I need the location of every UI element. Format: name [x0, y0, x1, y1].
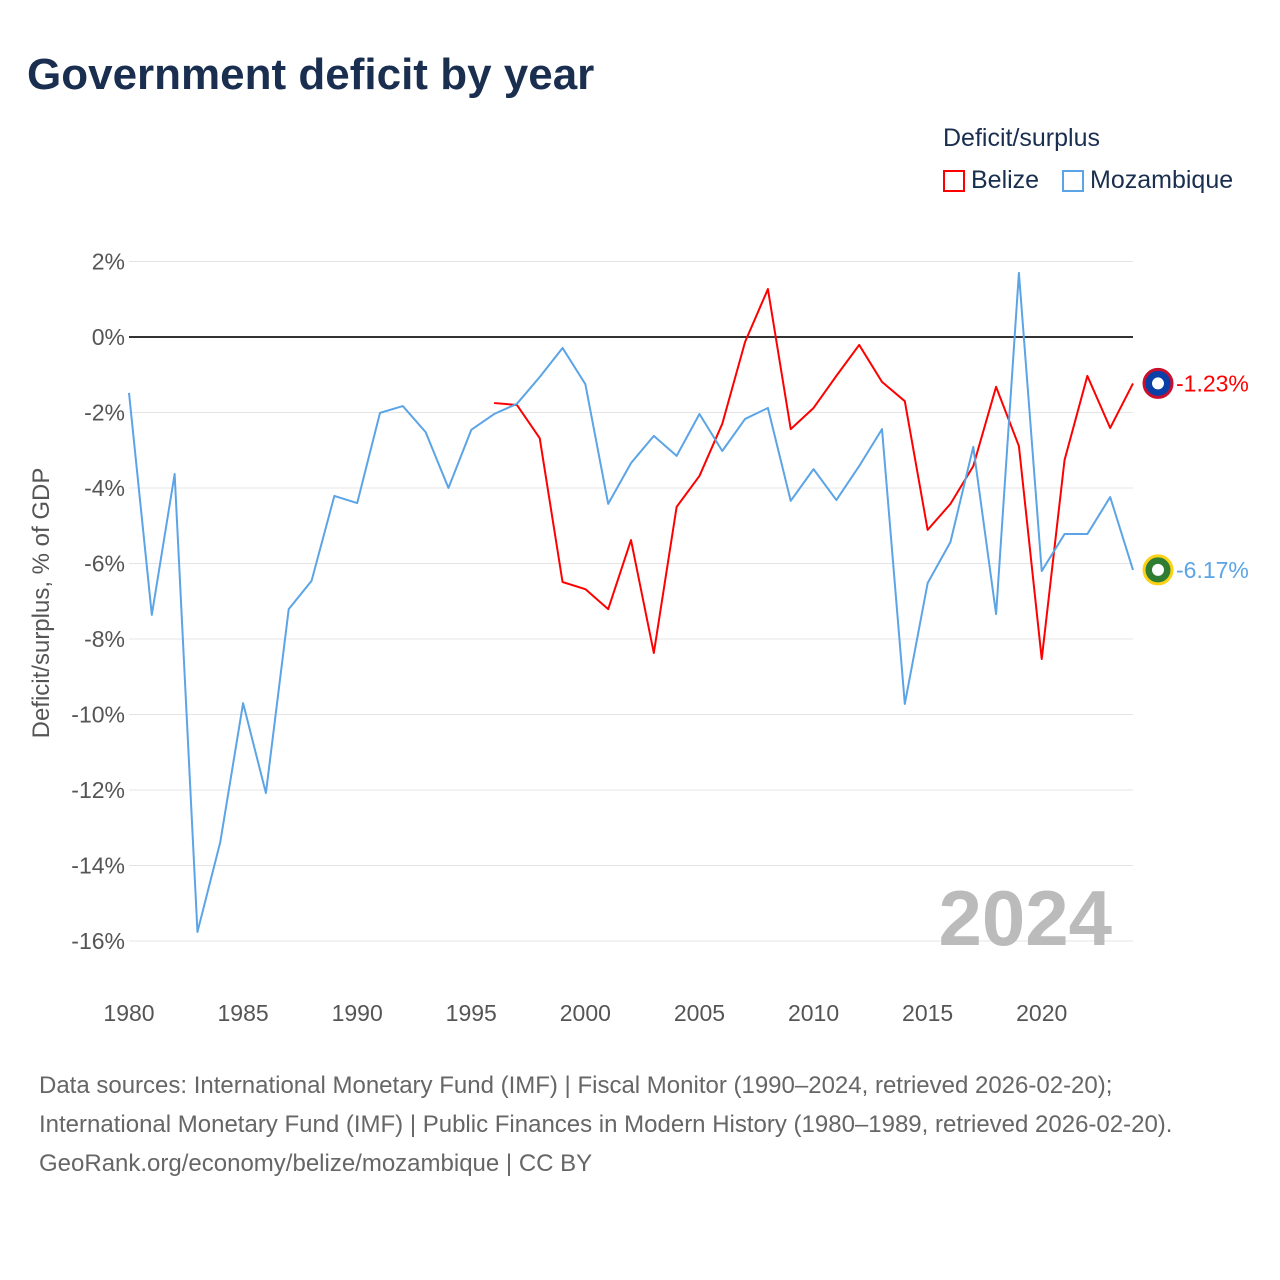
y-tick-label: -16%: [71, 928, 125, 954]
flag-emblem: [1152, 563, 1164, 576]
credit-link[interactable]: GeoRank.org/economy/belize/mozambique | …: [39, 1150, 593, 1177]
legend-title: Deficit/surplus: [943, 124, 1100, 152]
end-label-mozambique: -6.17%: [1176, 557, 1249, 583]
y-tick-label: -10%: [71, 702, 125, 728]
series-line-mozambique: [128, 271, 1134, 933]
y-tick-label: -12%: [71, 777, 125, 803]
footer: Data sources: International Monetary Fun…: [39, 1066, 1239, 1183]
x-tick-label: 1990: [332, 1000, 383, 1026]
page-title: Government deficit by year: [27, 50, 595, 99]
x-tick-label: 1980: [103, 1000, 154, 1026]
year-watermark: 2024: [938, 874, 1112, 962]
data-sources: Data sources: International Monetary Fun…: [39, 1072, 1173, 1138]
series-line-belize: [494, 288, 1134, 661]
x-tick-label: 1985: [218, 1000, 269, 1026]
end-label-belize: -1.23%: [1176, 370, 1249, 396]
legend-swatch-belize: [943, 169, 965, 192]
y-tick-label: 2%: [92, 249, 125, 275]
x-tick-label: 2015: [902, 1000, 953, 1026]
x-tick-label: 2020: [1016, 1000, 1067, 1026]
y-tick-label: -2%: [84, 400, 125, 426]
y-tick-label: -8%: [84, 626, 125, 652]
legend-item-mozambique[interactable]: Mozambique: [1062, 166, 1233, 195]
x-tick-label: 2010: [788, 1000, 839, 1026]
y-tick-label: 0%: [92, 324, 125, 350]
legend-label: Mozambique: [1090, 166, 1234, 194]
y-tick-label: -4%: [84, 475, 125, 501]
y-tick-label: -6%: [84, 551, 125, 577]
x-tick-label: 2005: [674, 1000, 725, 1026]
x-tick-label: 2000: [560, 1000, 611, 1026]
legend-label: Belize: [971, 166, 1040, 194]
x-tick-label: 1995: [446, 1000, 497, 1026]
y-tick-label: -14%: [71, 853, 125, 879]
flag-emblem: [1152, 377, 1164, 390]
legend-swatch-mozambique: [1062, 169, 1084, 192]
legend-item-belize[interactable]: Belize: [943, 166, 1039, 195]
